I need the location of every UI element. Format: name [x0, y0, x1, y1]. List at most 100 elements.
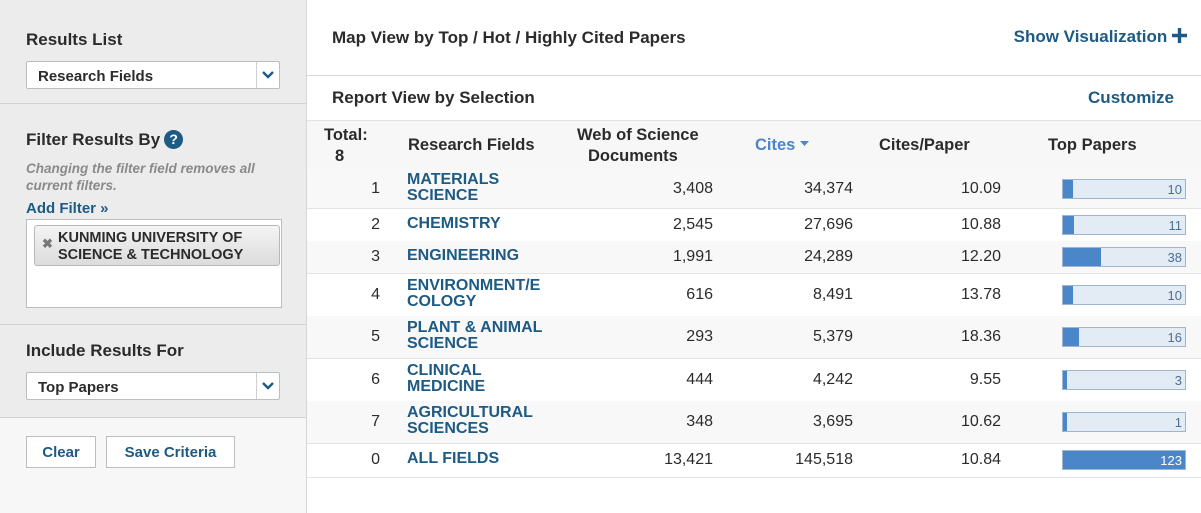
row-cites: 8,491 [812, 285, 853, 303]
row-docs: 348 [686, 413, 713, 430]
row-docs: 616 [686, 285, 713, 303]
help-icon[interactable]: ? [164, 130, 184, 149]
row-field-line: PLANT & ANIMAL [407, 319, 543, 336]
top-papers-bar-fill [1063, 413, 1067, 431]
row-rank: 6 [371, 370, 380, 388]
row-field-line: ALL FIELDS [407, 450, 500, 467]
row-field-link[interactable]: AGRICULTURAL SCIENCES [407, 405, 567, 437]
show-visualization-link[interactable]: Show Visualization [1014, 27, 1187, 47]
top-papers-count: 1 [1174, 415, 1182, 430]
row-rank: 0 [371, 451, 380, 468]
row-field-line: MATERIALS [407, 171, 500, 188]
table-row: 1 MATERIALS SCIENCE 3,408 34,374 10.09 10 [307, 170, 1201, 209]
filter-chip-label: KUNMING UNIVERSITY OF SCIENCE & TECHNOLO… [58, 230, 244, 263]
include-results-value: Top Papers [38, 379, 119, 396]
row-rank: 3 [371, 248, 380, 265]
clear-button[interactable]: Clear [26, 436, 96, 468]
table-row: 0 ALL FIELDS 13,421 145,518 10.84 123 [307, 443, 1201, 478]
map-view-title: Map View by Top / Hot / Highly Cited Pap… [332, 28, 686, 47]
map-view-header: Map View by Top / Hot / Highly Cited Pap… [307, 0, 1201, 76]
row-field-line: MEDICINE [407, 377, 486, 395]
research-fields-header[interactable]: Research Fields [408, 136, 535, 154]
docs-header-line2[interactable]: Documents [588, 147, 678, 165]
row-cites-per-paper: 10.88 [960, 215, 1001, 233]
remove-filter-icon[interactable]: ✖ [42, 236, 53, 251]
filter-box: ✖ KUNMING UNIVERSITY OF SCIENCE & TECHNO… [26, 219, 282, 308]
row-field-link[interactable]: MATERIALS SCIENCE [407, 172, 567, 204]
top-papers-bar-fill [1063, 285, 1073, 304]
row-field-link[interactable]: PLANT & ANIMAL SCIENCE [407, 320, 567, 352]
results-list-select[interactable]: Research Fields [26, 61, 280, 89]
top-papers-bar-fill [1063, 180, 1073, 198]
row-cites: 24,289 [804, 248, 853, 265]
cites-header[interactable]: Cites [755, 135, 809, 155]
sidebar: Results List Research Fields Filter Resu… [0, 0, 307, 513]
table-row: 4 ENVIRONMENT/E COLOGY 616 8,491 13.78 10 [307, 273, 1201, 317]
row-field-link[interactable]: CLINICAL MEDICINE [407, 362, 567, 395]
include-results-title: Include Results For [26, 341, 184, 360]
sort-down-icon [799, 141, 809, 146]
row-cites: 34,374 [804, 180, 853, 197]
top-papers-bar: 1 [1062, 412, 1186, 432]
row-docs: 444 [686, 370, 713, 388]
top-papers-header[interactable]: Top Papers [1048, 136, 1137, 154]
row-field-link[interactable]: ENVIRONMENT/E COLOGY [407, 276, 567, 310]
table-row: 6 CLINICAL MEDICINE 444 4,242 9.55 3 [307, 358, 1201, 402]
main-panel: Map View by Top / Hot / Highly Cited Pap… [307, 0, 1201, 513]
filter-results-label: Filter Results By [26, 130, 161, 149]
save-criteria-button[interactable]: Save Criteria [106, 436, 235, 468]
row-field-line: SCIENCES [407, 420, 489, 437]
results-list-value: Research Fields [38, 68, 154, 85]
filter-hint: Changing the filter field removes all cu… [26, 161, 255, 193]
table-row: 7 AGRICULTURAL SCIENCES 348 3,695 10.62 1 [307, 401, 1201, 444]
docs-header-line1[interactable]: Web of Science [577, 126, 699, 144]
top-papers-bar: 38 [1062, 247, 1186, 267]
top-papers-count: 16 [1167, 330, 1182, 345]
row-cites-per-paper: 13.78 [960, 285, 1001, 303]
top-papers-bar-fill [1063, 215, 1074, 234]
show-visualization-label: Show Visualization [1013, 27, 1168, 46]
top-papers-count: 38 [1167, 250, 1182, 265]
top-papers-bar: 3 [1062, 369, 1186, 390]
divider [0, 103, 306, 104]
row-rank: 5 [371, 328, 380, 345]
top-papers-count: 10 [1167, 287, 1182, 303]
table-header: Total: 8 Research Fields Web of Science … [307, 120, 1201, 171]
top-papers-bar-fill [1063, 248, 1101, 266]
row-field-line: ENGINEERING [407, 247, 520, 264]
plus-icon [1172, 28, 1187, 43]
cites-header-label: Cites [755, 136, 796, 154]
customize-link[interactable]: Customize [1088, 88, 1174, 107]
top-papers-count: 10 [1167, 182, 1182, 197]
divider [0, 417, 306, 418]
chevron-down-icon[interactable] [256, 373, 279, 399]
cites-per-paper-header[interactable]: Cites/Paper [879, 136, 970, 154]
row-cites: 4,242 [812, 370, 853, 388]
filter-results-title: Filter Results By? [26, 130, 184, 150]
row-field-line: ENVIRONMENT/E [407, 276, 541, 294]
row-docs: 13,421 [664, 451, 713, 468]
top-papers-bar: 16 [1062, 327, 1186, 347]
top-papers-bar-fill [1063, 328, 1079, 346]
row-docs: 1,991 [672, 248, 713, 265]
top-papers-bar: 123 [1062, 450, 1186, 470]
table-row: 2 CHEMISTRY 2,545 27,696 10.88 11 [307, 208, 1201, 242]
filter-chip: ✖ KUNMING UNIVERSITY OF SCIENCE & TECHNO… [34, 225, 280, 266]
row-field-line: SCIENCE [407, 335, 479, 352]
row-field-link[interactable]: CHEMISTRY [407, 215, 567, 232]
row-rank: 2 [371, 215, 380, 233]
top-papers-bar-fill [1063, 370, 1067, 389]
include-results-select[interactable]: Top Papers [26, 372, 280, 400]
report-view-title: Report View by Selection [332, 88, 535, 107]
row-docs: 2,545 [672, 215, 713, 233]
row-cites-per-paper: 12.20 [960, 248, 1001, 265]
total-header: Total: [324, 126, 368, 144]
add-filter-link[interactable]: Add Filter » [26, 200, 109, 217]
row-cites: 3,695 [812, 413, 853, 430]
row-rank: 7 [371, 413, 380, 430]
row-cites-per-paper: 10.62 [960, 413, 1001, 430]
total-count: 8 [335, 147, 345, 165]
row-field-link[interactable]: ALL FIELDS [407, 451, 567, 467]
chevron-down-icon[interactable] [256, 62, 279, 88]
row-field-link[interactable]: ENGINEERING [407, 248, 567, 264]
